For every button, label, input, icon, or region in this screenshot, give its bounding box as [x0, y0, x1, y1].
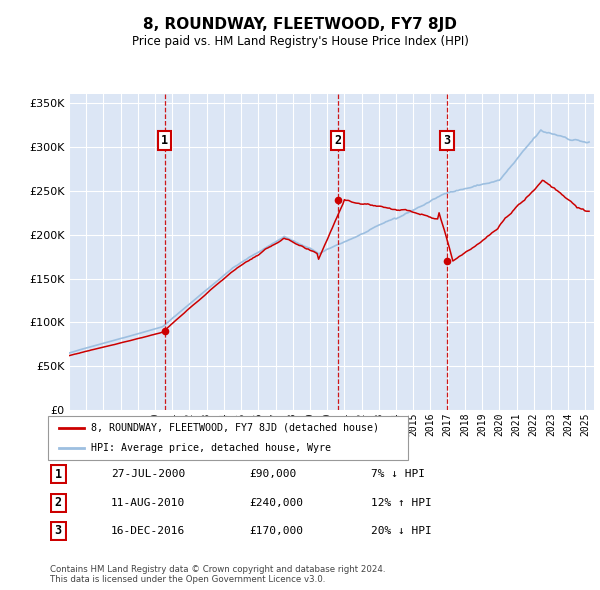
Text: Contains HM Land Registry data © Crown copyright and database right 2024.
This d: Contains HM Land Registry data © Crown c…	[50, 565, 385, 584]
Text: 1: 1	[55, 468, 62, 481]
Text: 3: 3	[55, 525, 62, 537]
FancyBboxPatch shape	[48, 416, 408, 460]
Text: £90,000: £90,000	[249, 470, 296, 479]
Text: 12% ↑ HPI: 12% ↑ HPI	[371, 498, 431, 507]
Text: HPI: Average price, detached house, Wyre: HPI: Average price, detached house, Wyre	[91, 443, 331, 453]
Text: 16-DEC-2016: 16-DEC-2016	[111, 526, 185, 536]
Text: 3: 3	[443, 134, 451, 147]
Text: £240,000: £240,000	[249, 498, 303, 507]
Text: 11-AUG-2010: 11-AUG-2010	[111, 498, 185, 507]
Text: 2: 2	[55, 496, 62, 509]
FancyBboxPatch shape	[50, 466, 66, 483]
Text: 8, ROUNDWAY, FLEETWOOD, FY7 8JD: 8, ROUNDWAY, FLEETWOOD, FY7 8JD	[143, 17, 457, 31]
Text: 2: 2	[334, 134, 341, 147]
Text: 7% ↓ HPI: 7% ↓ HPI	[371, 470, 425, 479]
FancyBboxPatch shape	[50, 494, 66, 512]
FancyBboxPatch shape	[50, 522, 66, 540]
Text: 27-JUL-2000: 27-JUL-2000	[111, 470, 185, 479]
Text: Price paid vs. HM Land Registry's House Price Index (HPI): Price paid vs. HM Land Registry's House …	[131, 35, 469, 48]
Text: 1: 1	[161, 134, 169, 147]
Text: 8, ROUNDWAY, FLEETWOOD, FY7 8JD (detached house): 8, ROUNDWAY, FLEETWOOD, FY7 8JD (detache…	[91, 423, 379, 433]
Text: £170,000: £170,000	[249, 526, 303, 536]
Text: 20% ↓ HPI: 20% ↓ HPI	[371, 526, 431, 536]
